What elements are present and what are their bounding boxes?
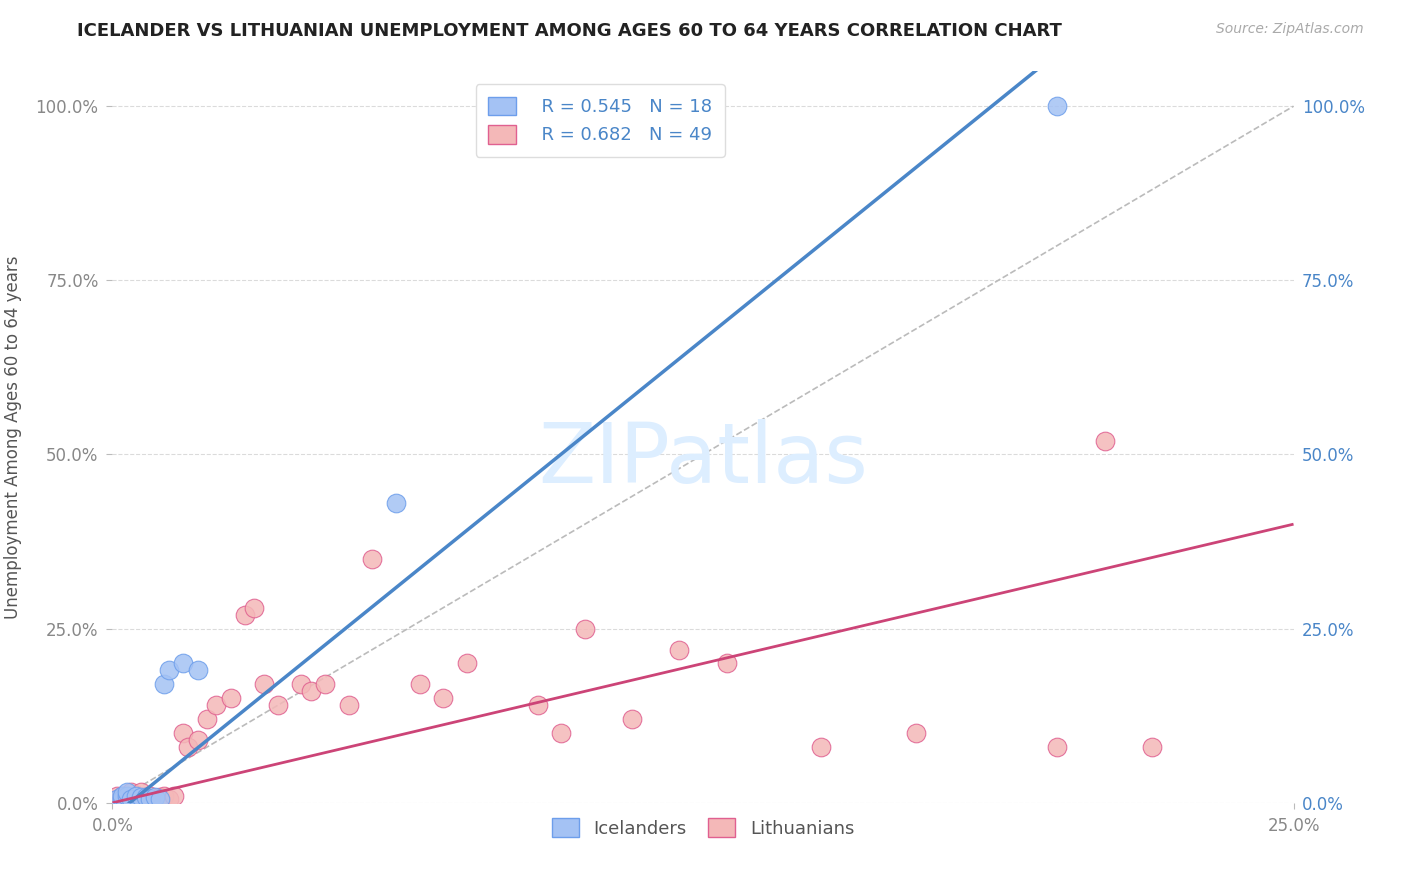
Point [157,664,180,678]
Point [233,607,256,622]
Point [105,792,128,806]
Point [129,790,152,805]
Point [1094,434,1116,448]
Point [135,792,157,806]
Point [125,789,148,803]
Point [1046,740,1069,755]
Point [219,691,242,706]
Point [195,712,218,726]
Point [153,789,176,803]
Point [550,726,572,740]
Point [408,677,430,691]
Point [120,792,142,806]
Point [574,622,596,636]
Point [135,790,157,805]
Point [129,785,152,799]
Point [129,792,152,806]
Point [139,789,162,803]
Point [111,789,134,803]
Point [456,657,478,671]
Point [153,677,176,691]
Point [139,792,162,806]
Point [526,698,548,713]
Point [810,740,832,755]
Point [253,677,276,691]
Point [115,789,138,803]
Point [143,790,166,805]
Text: Source: ZipAtlas.com: Source: ZipAtlas.com [1216,22,1364,37]
Point [716,657,738,671]
Point [1046,99,1069,113]
Point [105,789,128,803]
Point [135,790,157,805]
Point [120,785,142,799]
Point [177,740,200,755]
Point [1140,740,1163,755]
Point [149,790,172,805]
Point [172,726,194,740]
Legend: Icelanders, Lithuanians: Icelanders, Lithuanians [544,811,862,845]
Point [243,600,266,615]
Point [163,789,186,803]
Point [621,712,644,726]
Point [111,792,134,806]
Point [115,792,138,806]
Point [125,792,148,806]
Point [111,792,134,806]
Point [337,698,360,713]
Point [157,792,180,806]
Point [205,698,228,713]
Point [149,792,172,806]
Point [904,726,927,740]
Y-axis label: Unemployment Among Ages 60 to 64 years: Unemployment Among Ages 60 to 64 years [4,255,21,619]
Point [432,691,454,706]
Point [314,677,336,691]
Point [172,657,194,671]
Point [186,733,208,747]
Text: ICELANDER VS LITHUANIAN UNEMPLOYMENT AMONG AGES 60 TO 64 YEARS CORRELATION CHART: ICELANDER VS LITHUANIAN UNEMPLOYMENT AMO… [77,22,1062,40]
Point [115,785,138,799]
Point [120,792,142,806]
Point [299,684,322,698]
Point [111,789,134,803]
Point [267,698,290,713]
Point [361,552,384,566]
Point [105,792,128,806]
Point [125,789,148,803]
Point [668,642,690,657]
Point [186,664,208,678]
Point [290,677,312,691]
Point [385,496,408,510]
Point [115,789,138,803]
Point [143,792,166,806]
Text: ZIPatlas: ZIPatlas [538,418,868,500]
